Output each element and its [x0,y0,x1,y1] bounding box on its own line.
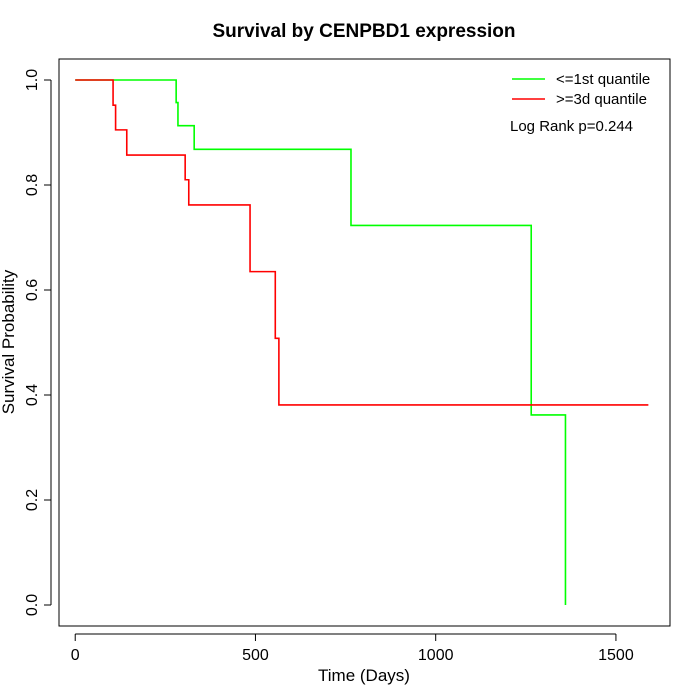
x-tick-label: 1000 [418,647,454,664]
y-tick-label: 0.6 [24,279,41,301]
y-tick-label: 0.8 [24,174,41,196]
series-line-2 [75,79,649,406]
legend-label-2: >=3d quantile [556,91,647,108]
y-tick-label: 0.4 [24,384,41,406]
y-tick-label: 0.2 [24,489,41,511]
plot-frame [58,58,671,627]
series-line-1 [75,79,567,605]
y-tick-label: 1.0 [24,69,41,91]
chart-title: Survival by CENPBD1 expression [212,21,515,42]
log-rank-annotation: Log Rank p=0.244 [510,118,633,135]
legend-label-1: <=1st quantile [556,71,650,88]
y-axis-label: Survival Probability [0,269,18,414]
y-tick-label: 0.0 [24,594,41,616]
legend: <=1st quantile >=3d quantile [512,71,650,108]
x-axis-label: Time (Days) [318,666,410,685]
x-tick-label: 1500 [598,647,634,664]
x-tick-label: 0 [71,647,80,664]
x-tick-label: 500 [242,647,269,664]
axes: 0 500 1000 1500 0.0 0.2 0.4 0.6 0.8 1.0 [24,69,634,664]
survival-curves [75,79,649,605]
